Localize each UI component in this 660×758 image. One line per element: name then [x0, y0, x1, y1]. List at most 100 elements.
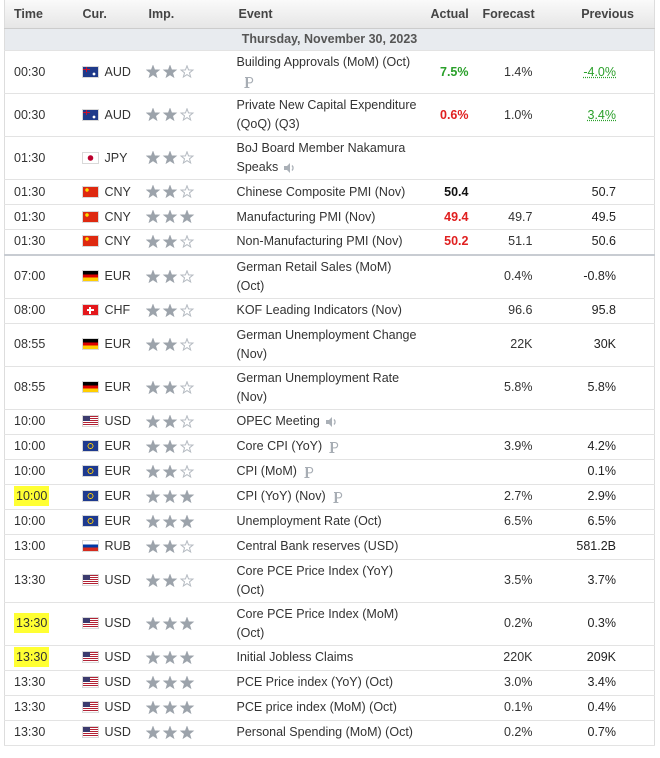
star-filled	[162, 700, 177, 714]
event: German Unemployment Rate (Nov)	[236, 370, 400, 404]
previous: 50.7	[591, 184, 616, 199]
previous: 3.7%	[587, 573, 617, 587]
event: Core PCE Price Index (MoM) (Oct)	[236, 606, 399, 640]
currency-cell: JPY	[74, 136, 141, 180]
actual-cell	[422, 509, 475, 535]
previous-cell: 95.8	[542, 298, 655, 324]
column-header: Forecast	[474, 0, 543, 29]
time: 01:30	[14, 234, 46, 249]
preliminary-icon	[329, 441, 339, 453]
importance-cell	[140, 534, 231, 560]
actual: 49.4	[444, 209, 469, 224]
event: OPEC Meeting	[236, 414, 320, 428]
currency: USD	[104, 725, 131, 739]
star-empty	[179, 150, 194, 165]
currency-cell: CNY	[74, 204, 141, 230]
importance-stars	[145, 303, 194, 317]
time-cell: 07:00	[4, 253, 75, 299]
star-filled	[179, 700, 194, 714]
star-filled	[162, 725, 177, 739]
star-filled	[145, 269, 160, 283]
star-filled	[162, 184, 177, 199]
currency-cell: USD	[74, 602, 141, 646]
previous-cell: 0.7%	[542, 720, 655, 746]
flag	[82, 466, 98, 476]
previous: 4.2%	[587, 439, 617, 453]
currency-cell: USD	[74, 645, 141, 671]
time-cell: 10:00	[4, 434, 75, 460]
speaker-glyph	[325, 416, 332, 427]
event-cell: CPI (YoY) (Nov)	[230, 484, 423, 510]
star-filled	[145, 234, 160, 249]
currency: CNY	[104, 184, 131, 199]
importance-stars	[145, 539, 194, 553]
event-row: 08:00 CHF KOF Leading Indicators (Nov) 96.6…	[4, 298, 655, 324]
star-filled	[162, 539, 177, 553]
star-filled	[145, 489, 160, 503]
time-cell: 00:30	[4, 93, 75, 137]
time: 13:00	[14, 539, 46, 553]
time: 13:30	[14, 647, 50, 667]
importance-stars	[145, 150, 194, 165]
event-cell: PCE Price index (YoY) (Oct)	[230, 670, 423, 696]
star-filled	[145, 150, 160, 165]
importance-cell	[140, 670, 231, 696]
forecast: 6.5%	[504, 514, 533, 528]
forecast-cell: 51.1	[474, 229, 543, 255]
event-cell: German Retail Sales (MoM) (Oct)	[230, 253, 423, 299]
forecast-cell: 3.0%	[474, 670, 543, 696]
importance-cell	[140, 323, 231, 367]
event-row: 00:30 AUD Private New Capital Expenditure …	[4, 93, 655, 137]
event: BoJ Board Member Nakamura Speaks	[236, 141, 406, 174]
time-cell: 08:00	[4, 298, 75, 324]
previous-cell: 4.2%	[542, 434, 655, 460]
speaker-glyph	[284, 162, 291, 173]
event-row: 13:30 USD Core PCE Price Index (YoY) (Oct)…	[4, 559, 655, 603]
previous-cell: -0.8%	[542, 253, 655, 299]
preliminary-glyph	[333, 491, 342, 503]
star-empty	[179, 337, 194, 351]
time: 13:30	[14, 725, 46, 739]
star-filled	[162, 675, 177, 689]
star-filled	[162, 616, 177, 630]
forecast: 51.1	[508, 234, 533, 249]
event: Core CPI (YoY)	[236, 439, 323, 453]
event-row: 13:30 USD Personal Spending (MoM) (Oct) 0.2…	[4, 720, 655, 746]
star-filled	[145, 573, 160, 587]
event: PCE Price index (YoY) (Oct)	[236, 675, 394, 689]
currency-cell: CNY	[74, 229, 141, 255]
event: CPI (MoM)	[236, 464, 297, 478]
event: German Retail Sales (MoM) (Oct)	[236, 259, 392, 293]
currency: AUD	[104, 107, 131, 122]
previous: 6.5%	[587, 514, 617, 528]
previous-cell: 2.9%	[542, 484, 655, 510]
forecast-cell: 220K	[474, 645, 543, 671]
time: 13:30	[14, 675, 46, 689]
currency-cell: EUR	[74, 323, 141, 367]
star-empty	[179, 464, 194, 478]
forecast-cell: 1.0%	[474, 93, 543, 137]
actual-cell	[422, 434, 475, 460]
importance-stars	[145, 514, 194, 528]
currency-cell: EUR	[74, 253, 141, 299]
previous-cell: 3.4%	[542, 93, 655, 137]
event-cell: Chinese Composite PMI (Nov)	[230, 179, 423, 205]
forecast-cell: 0.2%	[474, 602, 543, 646]
actual-cell	[422, 670, 475, 696]
importance-cell	[140, 484, 231, 510]
actual-cell	[422, 534, 475, 560]
event: Private New Capital Expenditure (QoQ) (Q…	[236, 98, 417, 131]
time: 01:30	[14, 150, 46, 165]
importance-cell	[140, 136, 231, 180]
currency-cell: EUR	[74, 459, 141, 485]
star-filled	[179, 616, 194, 630]
forecast-cell	[474, 409, 543, 435]
forecast-cell	[474, 459, 543, 485]
event: Unemployment Rate (Oct)	[236, 514, 382, 528]
star-filled	[162, 303, 177, 317]
currency: RUB	[104, 539, 131, 553]
currency: CNY	[104, 209, 131, 224]
event: Manufacturing PMI (Nov)	[236, 209, 376, 224]
previous: 95.8	[591, 303, 616, 317]
actual: 7.5%	[440, 64, 469, 79]
